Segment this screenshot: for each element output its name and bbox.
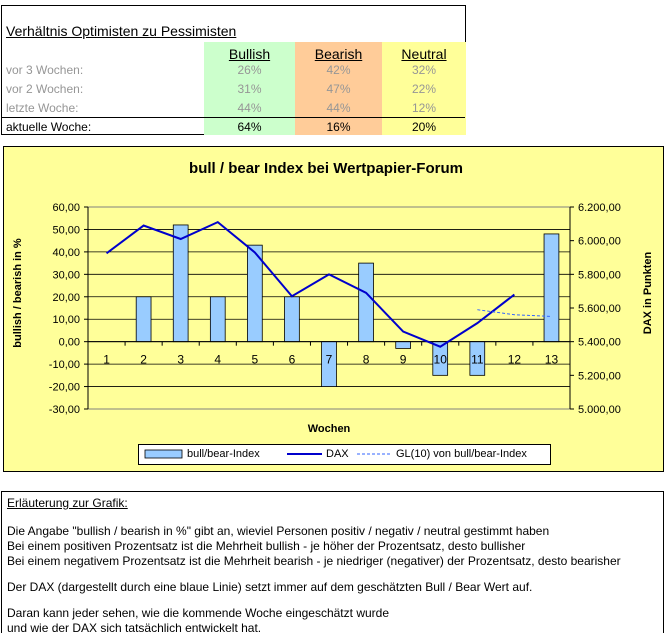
y2-tick-label: 5.200,00 <box>578 370 621 382</box>
x-tick-label: 6 <box>289 353 296 367</box>
bar <box>395 341 411 349</box>
neutral-column-bg <box>382 42 466 135</box>
x-tick-label: 10 <box>434 353 448 367</box>
x-tick-label: 1 <box>103 353 110 367</box>
bearish-value: 44% <box>326 101 351 115</box>
bar <box>172 224 189 343</box>
bar <box>543 233 560 343</box>
explanation-line: Bei einem positiven Prozentsatz ist die … <box>7 539 526 553</box>
x-tick-label: 7 <box>326 353 333 367</box>
y-tick-label: 20,00 <box>52 292 80 304</box>
x-tick-label: 3 <box>177 353 184 367</box>
y2-axis-label: DAX in Punkten <box>642 251 654 334</box>
y2-tick-label: 5.800,00 <box>578 269 621 281</box>
row-label: aktuelle Woche: <box>6 120 92 134</box>
neutral-value: 22% <box>411 82 437 96</box>
table-row: vor 2 Wochen: 31% 47% 22% <box>2 80 465 99</box>
table-row: letzte Woche: 44% 44% 12% <box>2 99 465 118</box>
dax-line <box>105 220 515 348</box>
row-label: vor 2 Wochen: <box>6 82 84 96</box>
y2-tick-label: 6.000,00 <box>578 236 621 248</box>
neutral-value: 32% <box>411 63 437 77</box>
header-bearish: Bearish <box>314 46 363 62</box>
legend-label-bar: bull/bear-Index <box>187 448 260 460</box>
bullish-value: 44% <box>237 101 262 115</box>
y-tick-label: 10,00 <box>52 314 80 326</box>
y2-tick-label: 6.200,00 <box>578 202 621 214</box>
table-title: Verhältnis Optimisten zu Pessimisten <box>6 23 237 39</box>
gl10-line <box>477 309 552 317</box>
bar <box>358 262 374 343</box>
chart-title: bull / bear Index bei Wertpapier-Forum <box>189 160 463 177</box>
y-tick-label: -10,00 <box>49 359 80 371</box>
row-label: letzte Woche: <box>6 101 79 115</box>
legend-label-dax: DAX <box>326 448 349 460</box>
bullish-column-bg <box>204 42 295 135</box>
row-label: vor 3 Wochen: <box>6 63 84 77</box>
y-tick-label: 30,00 <box>52 269 80 281</box>
bullish-value: 26% <box>237 63 262 77</box>
explanation-line: und wie der DAX sich tatsächlich entwick… <box>7 621 262 635</box>
bars <box>135 224 560 387</box>
bullish-value: 64% <box>237 120 262 134</box>
legend-bar-swatch <box>144 449 183 459</box>
chart-svg: bull / bear Index bei Wertpapier-Forum 6… <box>12 160 654 435</box>
explanation-line: Bei einem negativem Prozentsatz ist die … <box>7 554 621 568</box>
x-axis-label: Wochen <box>308 423 351 435</box>
y-tick-label: -30,00 <box>49 404 80 416</box>
y-tick-label: 50,00 <box>52 224 80 236</box>
explanation-heading: Erläuterung zur Grafik: <box>7 496 128 510</box>
x-tick-label: 4 <box>214 353 221 367</box>
x-tick-labels: 1 2 3 4 5 6 7 8 9 10 11 12 13 <box>103 353 558 367</box>
y2-tick-label: 5.400,00 <box>578 337 621 349</box>
bar <box>209 296 226 343</box>
neutral-value: 12% <box>411 101 437 115</box>
explanation-line: Daran kann jeder sehen, wie die kommende… <box>7 606 389 620</box>
chart-legend: bull/bear-Index DAX GL(10) von bull/bear… <box>138 444 551 465</box>
bearish-value: 16% <box>326 120 351 134</box>
x-tick-label: 2 <box>140 353 147 367</box>
table-row-current: aktuelle Woche: 64% 16% 20% <box>2 117 465 137</box>
bearish-value: 42% <box>326 63 351 77</box>
y-tick-label: 40,00 <box>52 247 80 259</box>
x-tick-label: 9 <box>400 353 407 367</box>
legend-label-gl: GL(10) von bull/bear-Index <box>396 448 527 460</box>
sentiment-table: Verhältnis Optimisten zu Pessimisten Bul… <box>1 5 466 135</box>
bearish-column-bg <box>295 42 382 135</box>
x-tick-label: 11 <box>471 353 484 367</box>
x-tick-label: 12 <box>508 353 522 367</box>
lines <box>105 220 552 348</box>
table-row: vor 3 Wochen: 26% 42% 32% <box>2 61 465 80</box>
explanation-box: Erläuterung zur Grafik: Die Angabe "bull… <box>1 491 664 635</box>
header-neutral: Neutral <box>401 46 447 62</box>
legend-swatches <box>144 449 392 459</box>
y2-tick-label: 5.600,00 <box>578 303 621 315</box>
x-tick-label: 13 <box>545 353 559 367</box>
y-tick-label: 60,00 <box>52 202 80 214</box>
bar <box>135 296 152 343</box>
header-bullish: Bullish <box>228 46 271 62</box>
y2-tick-label: 5.000,00 <box>578 404 621 416</box>
y-tick-label: 0,00 <box>59 337 80 349</box>
explanation-line: Der DAX (dargestellt durch eine blaue Li… <box>7 580 533 594</box>
bullish-value: 31% <box>237 82 262 96</box>
bearish-value: 47% <box>326 82 351 96</box>
x-tick-label: 5 <box>252 353 259 367</box>
zero-axis <box>87 341 570 346</box>
y-tick-label: -20,00 <box>49 382 80 394</box>
right-tick-labels: 6.200,00 6.000,00 5.800,00 5.600,00 5.400,00… <box>578 202 621 416</box>
bar <box>284 296 300 343</box>
left-tick-labels: 60,00 50,00 40,00 30,00 20,00 10,00 0,00 -10,00… <box>49 202 80 416</box>
y-axis-label: bullish / bearish in % <box>12 238 24 348</box>
neutral-value: 20% <box>411 120 437 134</box>
x-tick-label: 8 <box>363 353 370 367</box>
chart-area: bull / bear Index bei Wertpapier-Forum 6… <box>3 146 664 472</box>
explanation-line: Die Angabe "bullish / bearish in %" gibt… <box>7 524 550 538</box>
